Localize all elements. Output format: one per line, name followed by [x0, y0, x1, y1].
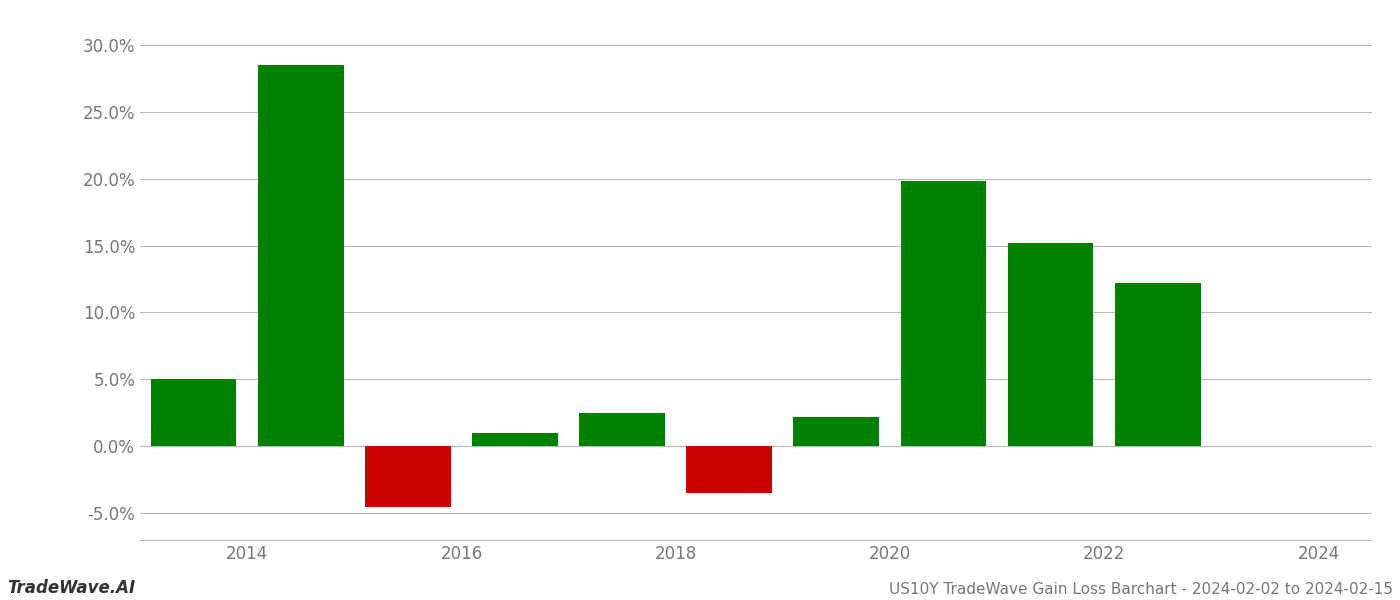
- Bar: [365, 446, 451, 506]
- Bar: [686, 446, 771, 493]
- Bar: [472, 433, 557, 446]
- Bar: [1114, 283, 1201, 446]
- Bar: [151, 379, 237, 446]
- Bar: [1008, 243, 1093, 446]
- Bar: [794, 417, 879, 446]
- Text: TradeWave.AI: TradeWave.AI: [7, 579, 136, 597]
- Bar: [580, 413, 665, 446]
- Bar: [258, 65, 343, 446]
- Text: US10Y TradeWave Gain Loss Barchart - 2024-02-02 to 2024-02-15: US10Y TradeWave Gain Loss Barchart - 202…: [889, 582, 1393, 597]
- Bar: [900, 181, 987, 446]
